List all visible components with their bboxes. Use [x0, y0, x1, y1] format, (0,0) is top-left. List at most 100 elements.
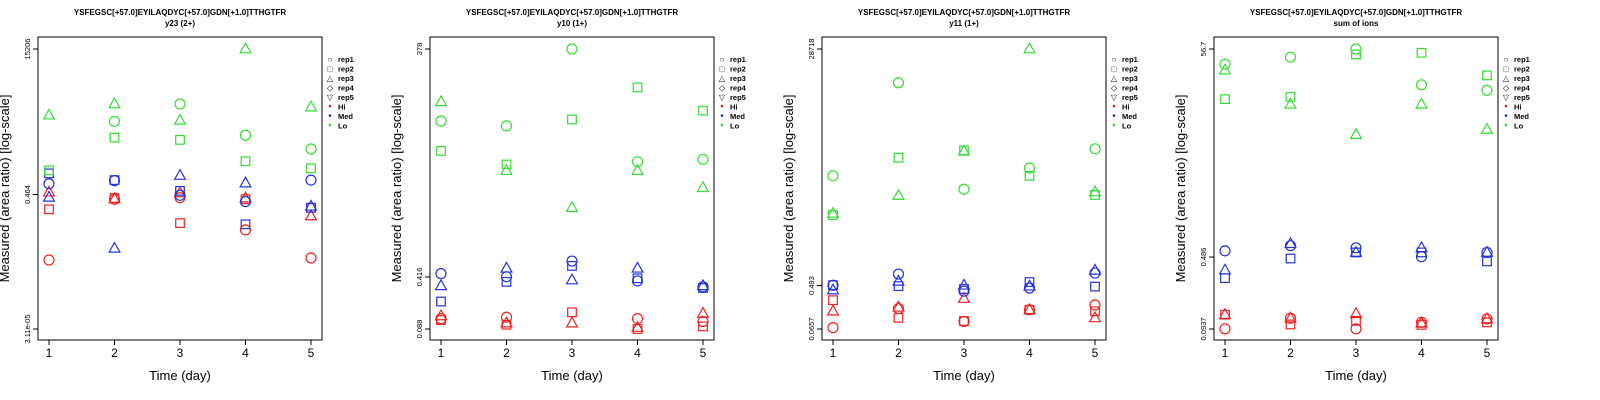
chart-title: YSFEGSC[+57.0]EYILAQDYC[+57.0]GDN[+1.0]T…	[858, 8, 1070, 17]
data-point	[632, 82, 643, 93]
legend-label: Hi	[1122, 103, 1130, 112]
data-point	[567, 114, 577, 125]
data-point	[697, 315, 709, 328]
y-axis-label: Measured (area ratio) [log-scale]	[1173, 95, 1188, 283]
data-point	[1218, 307, 1232, 320]
x-tick-label: 5	[1484, 346, 1491, 360]
data-point	[1023, 162, 1036, 174]
legend-label: Med	[338, 112, 353, 121]
data-point	[175, 134, 185, 145]
data-point	[892, 188, 905, 200]
legend-label: Lo	[338, 122, 348, 131]
data-point	[1023, 302, 1036, 315]
chart-panel-2: YSFEGSC[+57.0]EYILAQDYC[+57.0]GDN[+1.0]T…	[389, 8, 747, 383]
data-point	[565, 200, 579, 213]
data-point	[43, 178, 55, 190]
data-point	[959, 316, 969, 326]
data-point	[501, 159, 512, 170]
data-point	[305, 252, 317, 264]
chart-subtitle: sum of ions	[1334, 19, 1379, 28]
legend-label: Med	[730, 112, 745, 121]
legend-symbol: ▽	[1503, 93, 1510, 102]
legend-symbol: ◇	[1503, 84, 1510, 93]
data-point	[1219, 58, 1231, 70]
legend-symbol: △	[327, 74, 334, 83]
legend-symbol: □	[720, 65, 725, 74]
legend-symbol: ▽	[1111, 93, 1118, 102]
x-tick-label: 2	[895, 346, 902, 360]
data-point	[500, 316, 513, 328]
legend-label: rep4	[338, 84, 355, 93]
data-point	[631, 156, 644, 168]
chart-title: YSFEGSC[+57.0]EYILAQDYC[+57.0]GDN[+1.0]T…	[1250, 8, 1462, 17]
legend-label: Lo	[1122, 122, 1132, 131]
data-point	[1480, 122, 1494, 134]
legend-symbol: •	[328, 102, 332, 113]
x-tick-label: 1	[1222, 346, 1229, 360]
legend-symbol: ▽	[327, 93, 334, 102]
data-point	[109, 175, 120, 185]
x-tick-label: 3	[1353, 346, 1360, 360]
chart-subtitle: y10 (1+)	[557, 19, 587, 28]
y-tick-label: 15206	[23, 39, 32, 60]
data-point	[1088, 184, 1102, 197]
data-point	[1023, 279, 1036, 291]
data-point	[1416, 247, 1427, 258]
data-point	[173, 113, 187, 125]
data-point	[1415, 240, 1428, 253]
data-point	[631, 313, 644, 325]
data-point	[632, 273, 643, 284]
data-point	[174, 98, 186, 110]
x-tick-label: 4	[634, 346, 641, 360]
data-point	[1218, 263, 1232, 275]
legend-label: rep2	[730, 65, 746, 74]
data-point	[1024, 277, 1035, 287]
y-tick-label: 0.416	[415, 268, 424, 287]
data-point	[567, 260, 577, 271]
data-point	[697, 153, 709, 165]
data-point	[175, 186, 185, 196]
y-tick-label: 0.0937	[1199, 318, 1208, 341]
data-point	[1023, 41, 1036, 54]
x-axis-label: Time (day)	[541, 368, 603, 383]
legend-symbol: ▽	[719, 93, 726, 102]
data-point	[1350, 323, 1362, 335]
data-point	[239, 224, 252, 236]
legend-label: rep2	[338, 65, 354, 74]
data-point	[240, 156, 251, 167]
legend-symbol: •	[1504, 111, 1508, 122]
legend-label: Hi	[730, 103, 738, 112]
data-point	[240, 219, 251, 230]
legend-label: Med	[1514, 112, 1529, 121]
data-point	[1285, 319, 1296, 330]
data-point	[1285, 253, 1296, 264]
data-point	[1284, 236, 1297, 249]
data-point	[696, 306, 710, 318]
data-point	[108, 115, 121, 128]
legend-symbol: □	[1504, 65, 1509, 74]
chart-subtitle: y23 (2+)	[165, 19, 195, 28]
data-point	[1415, 316, 1428, 328]
y-tick-label: 378	[415, 43, 424, 56]
data-point	[1089, 299, 1101, 311]
legend-label: rep1	[1122, 55, 1138, 64]
data-point	[1284, 97, 1297, 109]
data-point	[1415, 316, 1428, 328]
data-point	[631, 275, 644, 287]
data-point	[435, 268, 447, 280]
data-point	[893, 281, 904, 292]
legend-symbol: △	[1503, 74, 1510, 83]
data-point	[1349, 245, 1363, 257]
x-axis-label: Time (day)	[1325, 368, 1387, 383]
data-point	[958, 183, 970, 195]
data-point	[436, 146, 446, 156]
data-point	[44, 168, 54, 179]
legend-symbol: △	[1111, 74, 1118, 83]
data-point	[239, 195, 252, 208]
data-point	[1482, 70, 1492, 81]
legend-symbol: ◇	[327, 84, 334, 93]
data-point	[1349, 127, 1363, 140]
data-point	[566, 255, 578, 267]
data-point	[304, 100, 318, 112]
x-tick-label: 4	[1418, 346, 1425, 360]
